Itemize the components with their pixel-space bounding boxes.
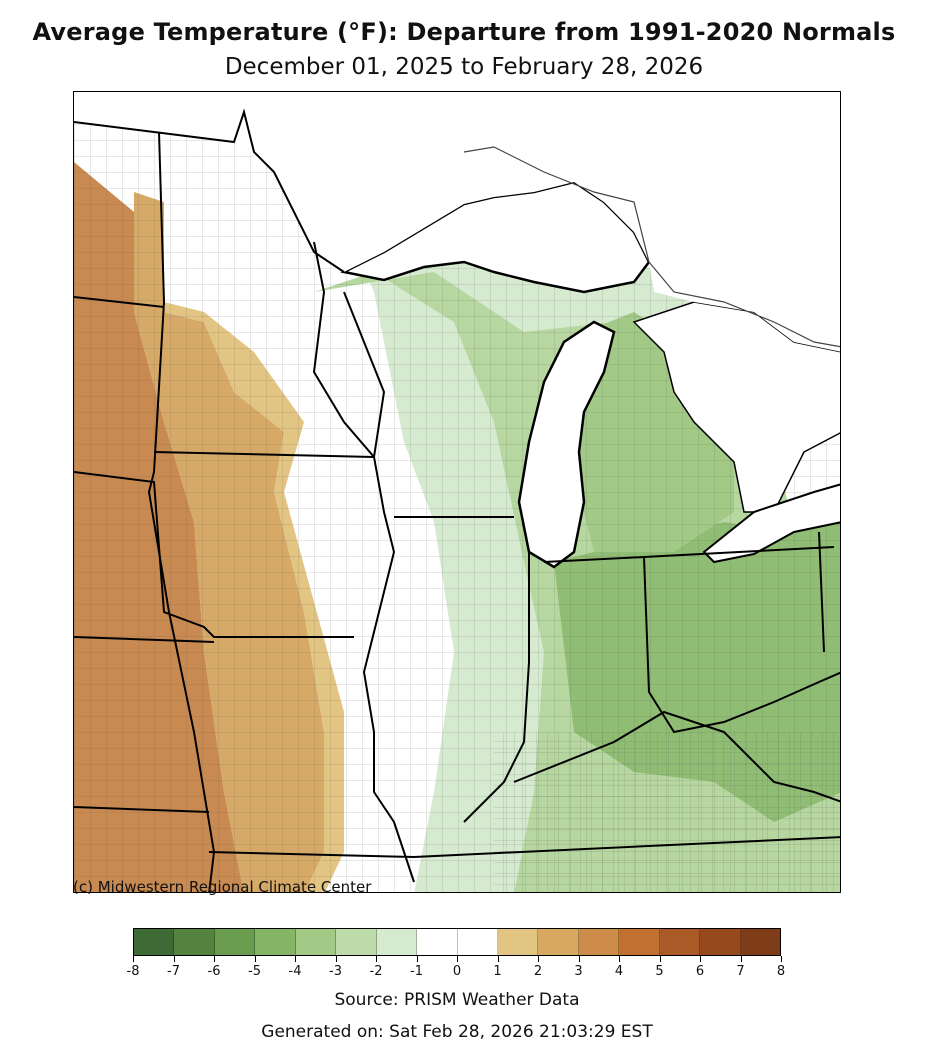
colorbar-swatch	[376, 929, 418, 955]
colorbar-tick	[497, 956, 499, 962]
colorbar-tick-label: 5	[655, 964, 664, 979]
source-label: Source: PRISM Weather Data	[334, 990, 580, 1010]
colorbar-tick-label: -3	[329, 964, 342, 979]
colorbar-tick	[376, 956, 377, 962]
canada-shoreline	[463, 146, 840, 348]
colorbar-tick-label: -4	[288, 964, 302, 979]
colorbar-tick	[335, 956, 337, 962]
colorbar-tick	[173, 956, 175, 962]
colorbar-tick-label: 6	[695, 964, 705, 979]
generated-label: Generated on: Sat Feb 28, 2026 21:03:29 …	[261, 1022, 653, 1042]
colorbar-swatch	[255, 929, 296, 955]
colorbar-tick-label: -5	[248, 964, 261, 979]
colorbar-swatch	[497, 929, 539, 955]
colorbar-tick	[416, 956, 418, 962]
lake-michigan	[517, 320, 616, 569]
colorbar-tick-label: 4	[614, 964, 624, 979]
colorbar-swatch	[336, 929, 377, 955]
colorbar-swatch	[659, 929, 701, 955]
county-grid-kentucky	[494, 732, 840, 892]
colorbar-tick	[254, 956, 256, 962]
copyright-label: (c) Midwestern Regional Climate Center	[73, 878, 372, 896]
colorbar-tick	[295, 956, 296, 962]
colorbar-ticks: -8 -7 -6 -5 -4 -3 -2 -1 0 1 2 3 4 5 6 7 8	[127, 956, 785, 986]
colorbar-tick-label: -8	[126, 964, 140, 979]
colorbar-swatch	[174, 929, 215, 955]
colorbar-swatch	[700, 929, 741, 955]
colorbar-tick-label: -2	[369, 964, 383, 979]
colorbar-swatch	[295, 929, 337, 955]
colorbar-tick	[133, 956, 134, 962]
colorbar-tick-label: 0	[452, 964, 462, 979]
colorbar-tick-label: 2	[533, 964, 543, 979]
colorbar-tick	[214, 956, 215, 962]
map-svg	[74, 92, 840, 892]
colorbar-tick	[457, 956, 458, 962]
colorbar-swatch	[134, 929, 175, 955]
colorbar-tick-label: 7	[736, 964, 745, 979]
colorbar-swatch	[578, 929, 620, 955]
map-title: Average Temperature (°F): Departure from…	[32, 18, 896, 46]
colorbar-tick	[659, 956, 661, 962]
temperature-departure-map	[73, 91, 841, 893]
colorbar-tick-label: -1	[410, 964, 423, 979]
colorbar-swatch	[740, 929, 780, 955]
map-subtitle: December 01, 2025 to February 28, 2026	[224, 54, 704, 80]
colorbar-tick	[619, 956, 620, 962]
colorbar-tick-label: -7	[167, 964, 180, 979]
international-border	[74, 108, 345, 273]
state-borders	[74, 131, 840, 892]
colorbar-swatch	[619, 929, 660, 955]
colorbar-tick-label: 1	[493, 964, 502, 979]
colorbar-tick	[538, 956, 539, 962]
lake-erie	[702, 483, 840, 564]
colorbar-swatch	[538, 929, 579, 955]
colorbar-tick	[578, 956, 580, 962]
colorbar-swatch	[214, 929, 256, 955]
colorbar-tick-label: -6	[207, 964, 221, 979]
colorbar-tick	[740, 956, 742, 962]
colorbar-tick	[781, 956, 782, 962]
colorbar-tick-label: 8	[776, 964, 786, 979]
canada-land	[74, 92, 840, 352]
colorbar-tick	[700, 956, 701, 962]
colorbar-swatch	[457, 929, 498, 955]
colorbar-tick-label: 3	[574, 964, 583, 979]
colorbar-swatch	[417, 929, 458, 955]
colorbar	[133, 928, 781, 956]
